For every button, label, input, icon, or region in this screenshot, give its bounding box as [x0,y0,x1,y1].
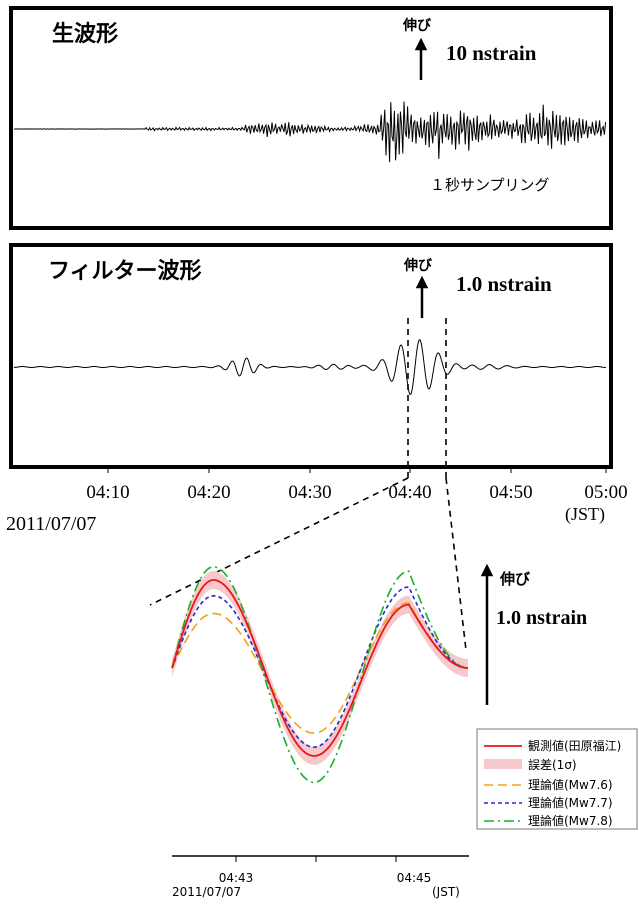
time-axis: 04:10 04:20 04:30 04:40 04:50 05:00 [86,467,628,503]
zoom-arrow-label: 伸び [499,570,530,588]
raw-panel-title: 生波形 [52,22,118,47]
filtered-panel-title: フィルター波形 [48,259,202,284]
time-axis-tick-label: 04:30 [288,482,331,503]
filtered-panel-frame [9,243,613,469]
time-axis-date: 2011/07/07 [6,513,96,535]
error-band [172,571,468,765]
zoom-guides [149,318,467,651]
time-axis-tick-label: 04:50 [489,482,532,503]
zoom-panel: 伸び 1.0 nstrain 観測値(田原福江) 誤差(1σ) 理論値(Mw7.… [171,563,638,899]
raw-trace [13,101,607,163]
series-mw77 [171,586,469,749]
legend-label-mw77: 理論値(Mw7.7) [528,795,613,810]
zoom-axis-date: 2011/07/07 [172,885,241,899]
raw-waveform-panel: 生波形 伸び 10 nstrain １秒サンプリング [9,6,613,230]
raw-arrow-label: 伸び [402,17,432,34]
raw-scale-label: 10 nstrain [446,41,537,65]
filtered-waveform-panel: フィルター波形 伸び 1.0 nstrain [9,243,613,469]
zoom-scale-label: 1.0 nstrain [496,607,587,629]
filtered-arrow-label: 伸び [403,257,433,274]
legend-label-observed: 観測値(田原福江) [528,738,621,753]
filtered-trace [13,339,606,396]
time-axis-tick-label: 04:10 [86,482,129,503]
time-axis-tick-label: 04:20 [187,482,230,503]
raw-sampling-note: １秒サンプリング [430,177,550,194]
raw-panel-frame [9,6,613,230]
zoom-guide-left-diagonal [149,477,409,606]
legend-label-mw78: 理論値(Mw7.8) [528,813,613,828]
legend-label-mw76: 理論値(Mw7.6) [528,777,613,792]
filtered-scale-label: 1.0 nstrain [456,272,552,296]
zoom-guide-right-diagonal [445,477,467,651]
zoom-tick-label-0443: 04:43 [219,871,254,885]
legend-label-error: 誤差(1σ) [528,757,577,772]
series-observed [171,579,469,757]
series-mw78 [171,565,469,784]
time-axis-tick-label: 04:40 [388,482,431,503]
time-axis-tick-label: 05:00 [584,482,627,503]
zoom-axis-unit: (JST) [432,885,460,899]
series-mw76 [171,602,469,734]
zoom-tick-label-0445: 04:45 [397,871,432,885]
time-axis-unit: (JST) [565,504,605,525]
legend-swatch-error [484,759,522,769]
legend: 観測値(田原福江) 誤差(1σ) 理論値(Mw7.6) 理論値(Mw7.7) 理… [476,728,638,830]
